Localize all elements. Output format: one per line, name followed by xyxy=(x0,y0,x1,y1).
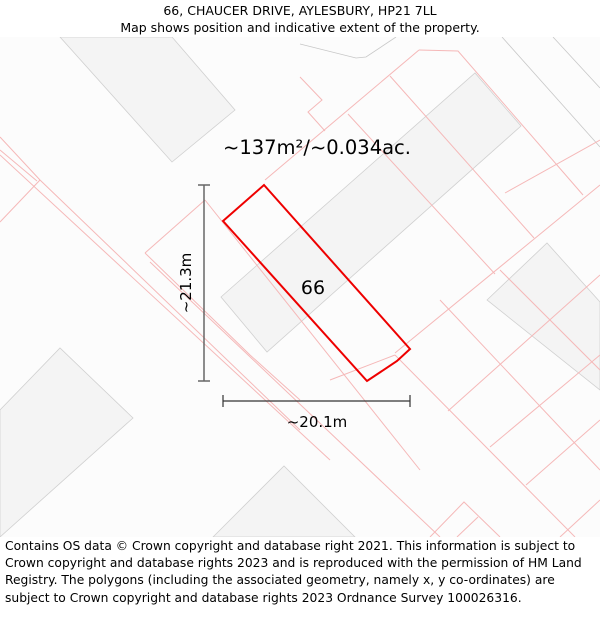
map-description: Map shows position and indicative extent… xyxy=(120,20,480,35)
property-map[interactable]: ~137m²/~0.034ac. 66 ~21.3m ~20.1m xyxy=(0,37,600,537)
height-dimension-line xyxy=(198,184,210,382)
building-footprints xyxy=(0,37,600,537)
area-label: ~137m²/~0.034ac. xyxy=(223,136,411,159)
width-dimension-label: ~20.1m xyxy=(287,413,348,431)
copyright-attribution: Contains OS data © Crown copyright and d… xyxy=(5,539,582,605)
property-address: 66, CHAUCER DRIVE, AYLESBURY, HP21 7LL xyxy=(163,3,437,18)
plot-number-label: 66 xyxy=(301,277,325,299)
width-dimension-line xyxy=(222,395,411,407)
height-dimension-label: ~21.3m xyxy=(177,253,195,314)
road-edges xyxy=(299,37,600,148)
subject-property-outline[interactable] xyxy=(221,183,412,383)
map-header: 66, CHAUCER DRIVE, AYLESBURY, HP21 7LL M… xyxy=(0,0,600,37)
parcel-boundaries xyxy=(0,49,600,537)
